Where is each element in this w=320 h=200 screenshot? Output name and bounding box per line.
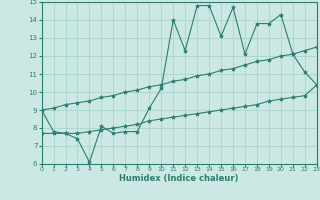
X-axis label: Humidex (Indice chaleur): Humidex (Indice chaleur) [119,174,239,183]
